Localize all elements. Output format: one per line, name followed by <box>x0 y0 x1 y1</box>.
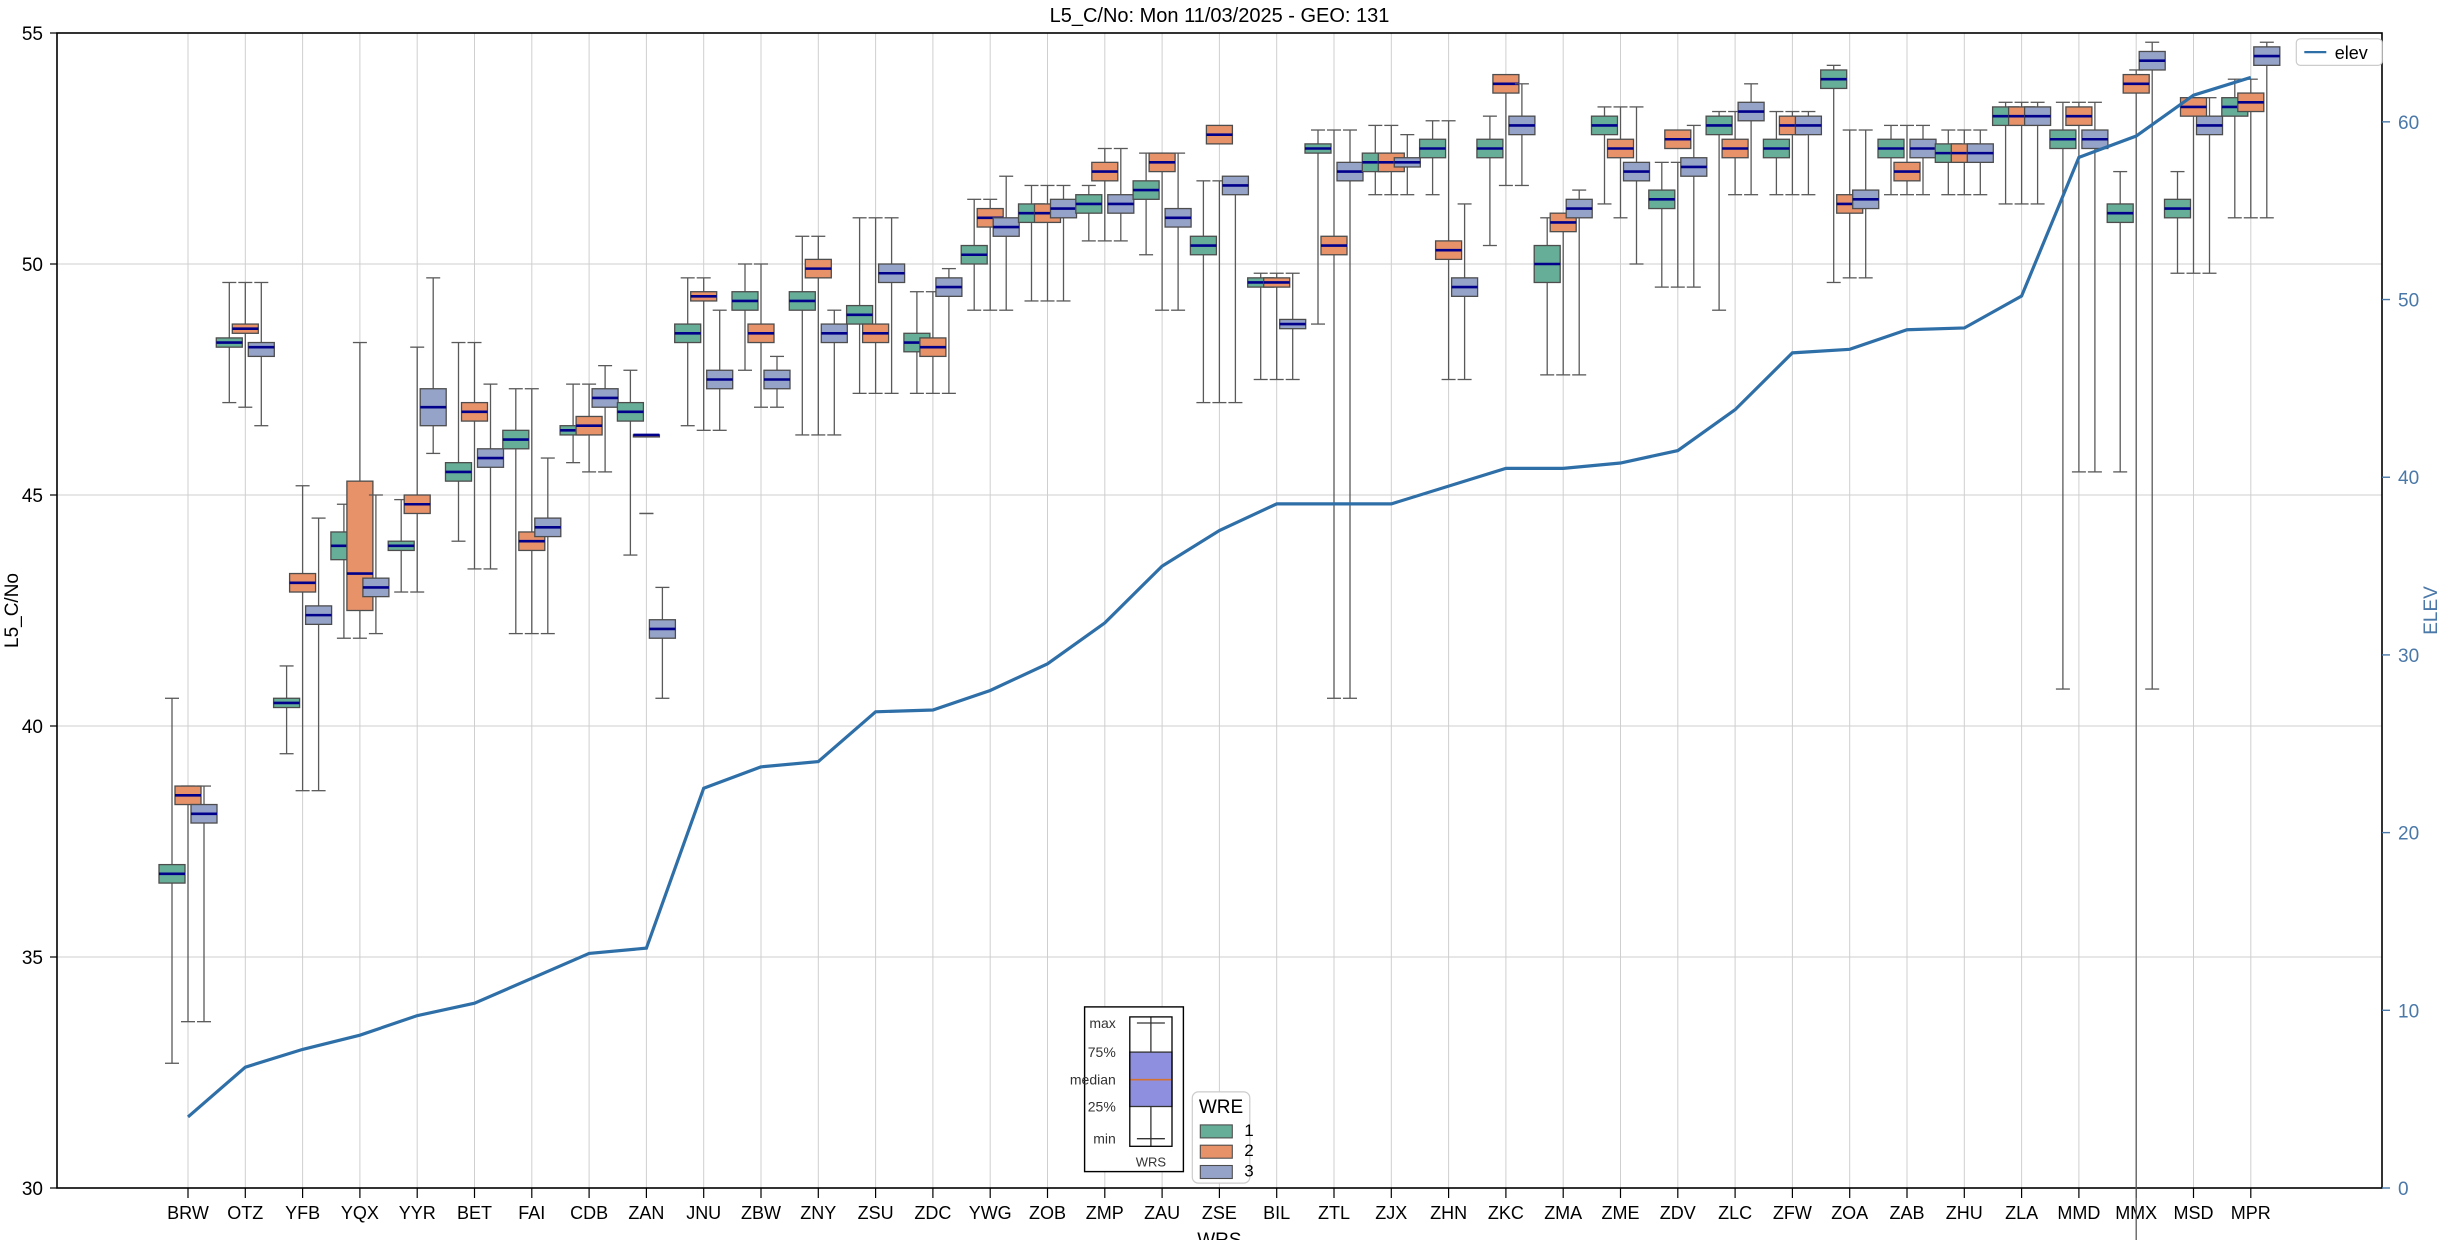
svg-text:55: 55 <box>22 24 43 45</box>
svg-text:ZMA: ZMA <box>1544 1203 1582 1223</box>
svg-text:ZFW: ZFW <box>1773 1203 1812 1223</box>
svg-text:YQX: YQX <box>341 1203 379 1223</box>
svg-text:ZHU: ZHU <box>1946 1203 1983 1223</box>
svg-text:50: 50 <box>2398 291 2419 312</box>
svg-text:BRW: BRW <box>167 1203 209 1223</box>
svg-text:40: 40 <box>2398 468 2419 489</box>
svg-text:L5_C/No: Mon 11/03/2025 - GEO:: L5_C/No: Mon 11/03/2025 - GEO: 131 <box>1050 5 1390 27</box>
svg-text:WRS: WRS <box>1197 1230 1241 1240</box>
svg-text:50: 50 <box>22 255 43 276</box>
svg-text:L5_C/No: L5_C/No <box>2 573 23 648</box>
svg-text:YWG: YWG <box>969 1203 1012 1223</box>
svg-text:MSD: MSD <box>2174 1203 2214 1223</box>
svg-text:ZJX: ZJX <box>1375 1203 1407 1223</box>
svg-text:CDB: CDB <box>570 1203 608 1223</box>
svg-text:FAI: FAI <box>518 1203 545 1223</box>
svg-text:ZHN: ZHN <box>1430 1203 1467 1223</box>
svg-text:ZDC: ZDC <box>914 1203 951 1223</box>
svg-text:35: 35 <box>22 948 43 969</box>
svg-text:MPR: MPR <box>2231 1203 2271 1223</box>
svg-text:ZDV: ZDV <box>1660 1203 1696 1223</box>
svg-text:45: 45 <box>22 486 43 507</box>
svg-text:ZMP: ZMP <box>1086 1203 1124 1223</box>
svg-text:20: 20 <box>2398 824 2419 845</box>
svg-text:ZOB: ZOB <box>1029 1203 1066 1223</box>
svg-text:ZSU: ZSU <box>858 1203 894 1223</box>
svg-text:0: 0 <box>2398 1179 2409 1200</box>
svg-text:ZNY: ZNY <box>800 1203 836 1223</box>
svg-text:75%: 75% <box>1088 1044 1116 1060</box>
svg-text:ZBW: ZBW <box>741 1203 781 1223</box>
svg-text:WRE: WRE <box>1199 1097 1243 1118</box>
svg-text:MMD: MMD <box>2057 1203 2100 1223</box>
svg-text:elev: elev <box>2335 43 2368 63</box>
svg-text:1: 1 <box>1244 1121 1253 1140</box>
svg-text:BET: BET <box>457 1203 492 1223</box>
svg-text:40: 40 <box>22 717 43 738</box>
svg-text:YFB: YFB <box>285 1203 320 1223</box>
svg-text:WRS: WRS <box>1136 1154 1167 1169</box>
svg-text:ZAB: ZAB <box>1889 1203 1924 1223</box>
svg-text:ZME: ZME <box>1602 1203 1640 1223</box>
svg-text:YYR: YYR <box>399 1203 436 1223</box>
svg-text:max: max <box>1089 1015 1115 1031</box>
svg-text:ELEV: ELEV <box>2421 586 2438 635</box>
svg-text:ZAU: ZAU <box>1144 1203 1180 1223</box>
svg-text:60: 60 <box>2398 113 2419 134</box>
svg-text:BIL: BIL <box>1263 1203 1290 1223</box>
svg-text:ZLC: ZLC <box>1718 1203 1752 1223</box>
svg-text:25%: 25% <box>1088 1099 1116 1115</box>
svg-text:OTZ: OTZ <box>227 1203 263 1223</box>
svg-text:30: 30 <box>22 1179 43 1200</box>
svg-text:ZAN: ZAN <box>628 1203 664 1223</box>
svg-text:10: 10 <box>2398 1001 2419 1022</box>
svg-text:ZLA: ZLA <box>2005 1203 2038 1223</box>
svg-text:2: 2 <box>1244 1141 1253 1160</box>
svg-text:median: median <box>1070 1072 1116 1088</box>
svg-text:ZOA: ZOA <box>1831 1203 1868 1223</box>
svg-text:ZSE: ZSE <box>1202 1203 1237 1223</box>
svg-text:JNU: JNU <box>686 1203 721 1223</box>
svg-text:min: min <box>1093 1131 1116 1147</box>
svg-text:3: 3 <box>1244 1162 1253 1181</box>
svg-text:ZTL: ZTL <box>1318 1203 1350 1223</box>
svg-text:30: 30 <box>2398 646 2419 667</box>
svg-text:ZKC: ZKC <box>1488 1203 1524 1223</box>
